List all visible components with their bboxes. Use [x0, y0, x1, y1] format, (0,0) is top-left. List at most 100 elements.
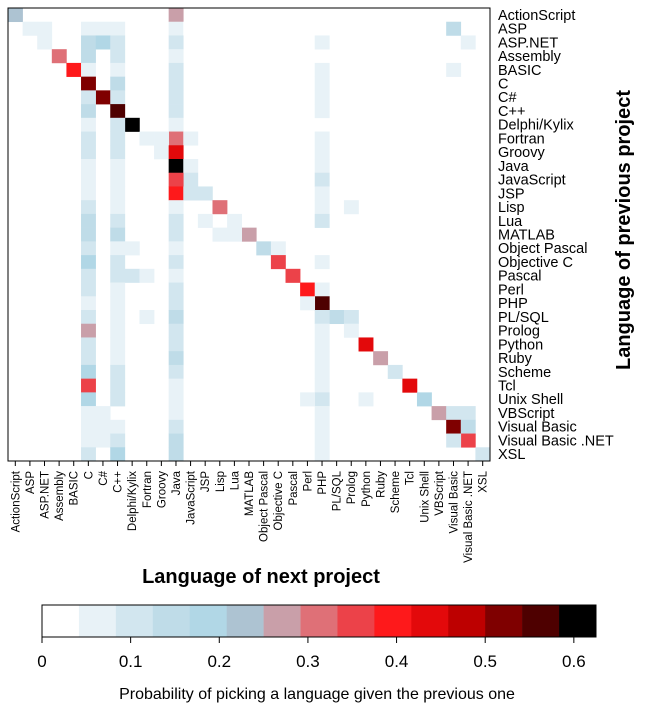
y-tick-label: Groovy — [498, 145, 545, 161]
x-tick-label: C# — [98, 470, 110, 485]
y-tick-label: VBScript — [498, 406, 554, 422]
y-tick-label: Assembly — [498, 49, 562, 65]
heatmap-cell — [168, 200, 184, 215]
heatmap-cell — [168, 131, 184, 146]
x-ticks — [14, 461, 484, 466]
heatmap-cell — [81, 186, 96, 201]
y-tick-label: C++ — [498, 104, 525, 120]
x-axis-title: Language of next project — [142, 566, 380, 588]
heatmap-cell — [314, 35, 330, 50]
heatmap-cell — [81, 49, 96, 64]
heatmap-cell — [168, 351, 184, 366]
heatmap-cell — [81, 35, 96, 50]
heatmap-cell — [110, 117, 126, 132]
heatmap-cell — [124, 268, 140, 283]
heatmap-cell — [168, 227, 184, 242]
heatmap-cell — [110, 392, 126, 407]
heatmap-cell — [168, 76, 184, 91]
x-tick-label: VBScript — [434, 470, 446, 516]
heatmap-cell — [402, 378, 418, 393]
y-tick-label: ASP — [498, 22, 527, 38]
y-tick-label: Python — [498, 337, 543, 353]
y-tick-label: PL/SQL — [498, 310, 549, 326]
heatmap-cell — [37, 35, 53, 50]
heatmap-cells — [8, 8, 491, 462]
heatmap-cell — [314, 255, 330, 270]
heatmap-cell — [446, 21, 462, 36]
heatmap-cell — [110, 49, 126, 64]
heatmap-cell — [329, 310, 345, 325]
heatmap-cell — [314, 282, 330, 297]
heatmap-cell — [110, 21, 126, 36]
heatmap-cell — [110, 447, 126, 462]
heatmap-cell — [95, 35, 111, 50]
heatmap-cell — [168, 145, 184, 160]
heatmap-cell — [168, 337, 184, 352]
x-tick-label: Unix Shell — [419, 471, 431, 523]
x-tick-label: BASIC — [69, 471, 81, 506]
heatmap-cell — [154, 131, 169, 146]
x-tick-label: Perl — [302, 471, 314, 491]
heatmap-cell — [8, 8, 23, 23]
heatmap-cell — [314, 200, 330, 215]
y-tick-label: Java — [498, 159, 530, 175]
heatmap-cell — [314, 364, 330, 379]
heatmap-cell — [358, 392, 374, 407]
y-tick-label: Objective C — [498, 255, 573, 271]
heatmap-cell — [51, 49, 67, 64]
heatmap-cell — [197, 213, 213, 228]
heatmap-cell — [168, 49, 184, 64]
heatmap-cell — [110, 62, 126, 77]
colorbar-segment — [115, 605, 154, 637]
heatmap-cell — [81, 90, 96, 105]
heatmap-cell — [81, 131, 96, 146]
heatmap-cell — [22, 21, 38, 36]
heatmap-cell — [270, 241, 286, 256]
x-tick-label: C++ — [113, 471, 125, 493]
heatmap-cell — [95, 90, 111, 105]
x-tick-label: PHP — [317, 471, 329, 495]
x-tick-label: Lua — [229, 470, 241, 490]
heatmap-cell — [81, 104, 96, 119]
heatmap-cell — [314, 213, 330, 228]
y-tick-label: Ruby — [498, 351, 533, 367]
x-tick-label: C — [83, 471, 95, 479]
y-tick-label: Scheme — [498, 365, 551, 381]
heatmap-cell — [139, 131, 155, 146]
heatmap-cell — [314, 406, 330, 421]
heatmap-cell — [168, 378, 184, 393]
heatmap-cell — [81, 310, 96, 325]
heatmap-cell — [110, 433, 126, 448]
heatmap-cell — [446, 62, 462, 77]
heatmap-cell — [387, 364, 403, 379]
x-tick-label: Objective C — [273, 471, 285, 530]
heatmap-cell — [168, 186, 184, 201]
heatmap-cell — [168, 90, 184, 105]
heatmap-cell — [212, 227, 228, 242]
x-tick-label: Pascal — [288, 471, 300, 506]
heatmap-cell — [81, 255, 96, 270]
heatmap-cell — [110, 227, 126, 242]
heatmap-cell — [314, 186, 330, 201]
heatmap-cell — [168, 172, 184, 187]
heatmap-cell — [416, 392, 432, 407]
heatmap-cell — [212, 200, 228, 215]
x-tick-label: XSL — [478, 470, 490, 492]
heatmap-cell — [168, 433, 184, 448]
heatmap-cell — [81, 241, 96, 256]
colorbar-segment — [42, 605, 80, 637]
colorbar-segment — [485, 605, 523, 637]
y-tick-label: Visual Basic — [498, 420, 577, 436]
x-tick-label: Fortran — [142, 471, 154, 508]
colorbar-tick-label: 0.3 — [296, 652, 320, 671]
heatmap-cell — [197, 186, 213, 201]
heatmap-cell — [110, 378, 126, 393]
y-tick-label: Tcl — [498, 379, 516, 395]
heatmap-cell — [460, 406, 476, 421]
y-tick-label: ActionScript — [498, 8, 575, 24]
heatmap-cell — [81, 227, 96, 242]
heatmap-cell — [95, 21, 111, 36]
y-tick-label: Unix Shell — [498, 392, 563, 408]
heatmap-cell — [168, 117, 184, 132]
heatmap-cell — [81, 145, 96, 160]
